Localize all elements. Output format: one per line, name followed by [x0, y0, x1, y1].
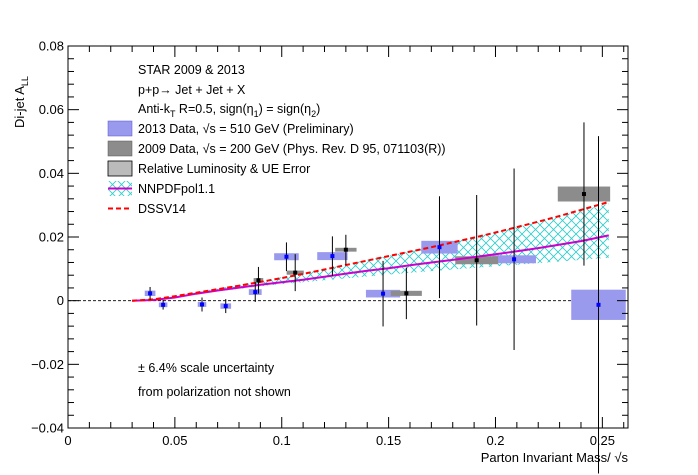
data-point-2009-3 [404, 291, 409, 296]
data-point-2013-7 [381, 291, 386, 296]
data-point-2013-8 [437, 245, 442, 250]
legend-swatch-sys [107, 160, 133, 177]
legend-entry-sys: Relative Luminosity & UE Error [107, 160, 310, 177]
legend-entry-2013: 2013 Data, √s = 510 GeV (Preliminary) [107, 120, 354, 137]
data-point-2013-5 [284, 254, 289, 259]
data-point-2009-5 [581, 192, 586, 197]
y-tick-label: 0.02 [39, 230, 64, 245]
data-point-2009-2 [343, 247, 348, 252]
y-axis-title-sub: LL [20, 76, 30, 86]
legend-label-sys: Relative Luminosity & UE Error [138, 162, 310, 176]
legend-entry-dssv: DSSV14 [108, 202, 186, 216]
data-point-2013-2 [200, 302, 205, 307]
legend-swatch-2009 [107, 140, 133, 157]
legend-entry-nnpdf: NNPDFpol1.1 [108, 181, 215, 196]
header-line-3-a: Anti-k [138, 102, 171, 116]
nnpdf-curve [132, 234, 610, 302]
y-tick-label: 0.04 [39, 166, 64, 181]
data-point-2013-10 [596, 302, 601, 307]
nnpdf-band-layer [132, 203, 609, 301]
header-line-3-d: ) [316, 102, 320, 116]
marker-layer [148, 192, 601, 309]
header-text-block: STAR 2009 & 2013 p+p→ Jet + Jet + X Anti… [138, 63, 320, 119]
svg-text:Di-jet ALL: Di-jet ALL [12, 76, 30, 128]
tick-layer [67, 45, 628, 429]
x-tick-label: 0.25 [590, 433, 615, 448]
data-point-2013-3 [223, 304, 228, 309]
header-line-2: p+p→ Jet + Jet + X [138, 83, 246, 97]
legend: 2013 Data, √s = 510 GeV (Preliminary) 20… [107, 120, 446, 216]
scale-note-line-1: ± 6.4% scale uncertainty [138, 361, 275, 375]
x-tick-label: 0.05 [162, 433, 187, 448]
y-tick-label: 0 [57, 293, 64, 308]
theory-curve-layer [132, 201, 610, 302]
y-tick-label: −0.04 [31, 421, 64, 436]
legend-label-2013: 2013 Data, √s = 510 GeV (Preliminary) [138, 122, 354, 136]
y-tick-label: 0.08 [39, 39, 64, 54]
legend-swatch-2013 [107, 120, 133, 137]
data-point-2013-6 [330, 254, 335, 259]
legend-label-nnpdf: NNPDFpol1.1 [138, 182, 215, 196]
data-point-2013-1 [161, 302, 166, 307]
header-line-3-b: R=0.5, sign(η [175, 102, 253, 116]
data-point-2013-4 [253, 290, 258, 295]
legend-entry-2009: 2009 Data, √s = 200 GeV (Phys. Rev. D 95… [107, 140, 446, 157]
tick-label-layer: 0 0.05 0.1 0.15 0.2 0.25 −0.04 −0.02 0 0.02 0.04 0.… [31, 39, 615, 449]
data-point-2009-1 [293, 270, 298, 275]
data-point-2013-0 [148, 291, 153, 296]
header-line-1: STAR 2009 & 2013 [138, 63, 245, 77]
x-axis-title: Parton Invariant Mass/ √s [481, 450, 629, 465]
header-line-3-sub1: 1 [254, 109, 259, 119]
header-line-3-c: ) = sign(η [259, 102, 312, 116]
legend-label-2009: 2009 Data, √s = 200 GeV (Phys. Rev. D 95… [138, 142, 446, 156]
x-tick-label: 0 [64, 433, 71, 448]
x-tick-label: 0.15 [376, 433, 401, 448]
y-axis-title: Di-jet ALL [12, 76, 30, 128]
header-line-3-sub: T [170, 109, 176, 119]
nnpdf-uncertainty-band [132, 203, 609, 301]
y-axis-title-main: Di-jet A [12, 86, 27, 128]
y-tick-label: 0.06 [39, 102, 64, 117]
data-point-2013-9 [512, 257, 517, 262]
x-tick-label: 0.2 [486, 433, 504, 448]
legend-label-dssv: DSSV14 [138, 202, 186, 216]
data-point-2009-0 [256, 278, 261, 283]
header-line-3-sub2: 2 [311, 109, 316, 119]
data-point-2009-4 [474, 258, 479, 263]
scale-note-line-2: from polarization not shown [138, 385, 291, 399]
header-line-3: Anti-kT R=0.5, sign(η1) = sign(η2) [138, 102, 320, 119]
x-tick-label: 0.1 [273, 433, 291, 448]
y-tick-label: −0.02 [31, 357, 64, 372]
